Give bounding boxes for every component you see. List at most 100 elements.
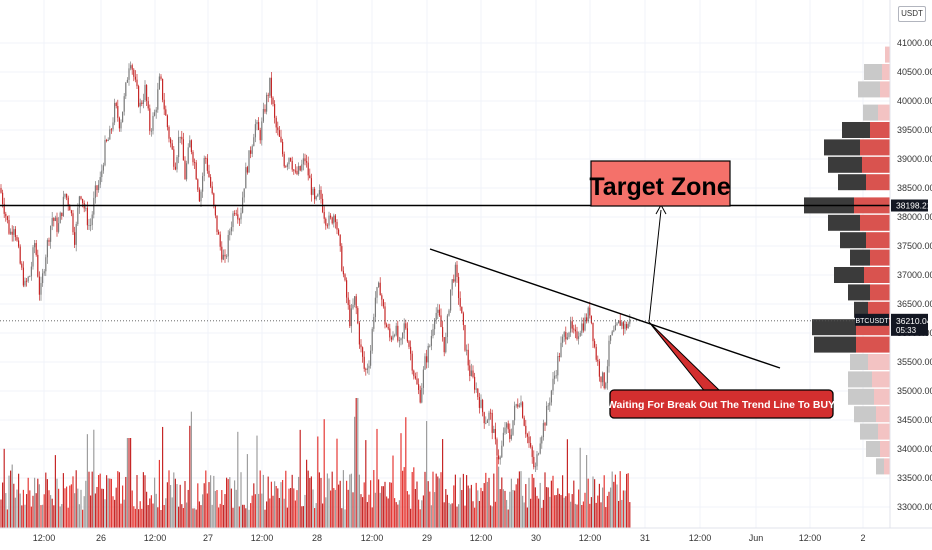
- candle-body: [586, 317, 588, 322]
- candle-body: [54, 217, 56, 221]
- candle-body: [550, 390, 552, 403]
- volume-bar: [203, 483, 205, 528]
- candle-body: [528, 436, 530, 444]
- volume-bar: [275, 485, 277, 528]
- candle-body: [22, 267, 24, 286]
- candle-body: [629, 319, 631, 324]
- candle-body: [614, 324, 616, 331]
- candle-body: [51, 218, 53, 227]
- volume-bar: [486, 481, 488, 528]
- candle-body: [355, 296, 357, 309]
- volume-bar: [242, 504, 244, 528]
- volume-bar: [317, 436, 319, 528]
- volume-bar: [379, 492, 381, 528]
- candle-body: [120, 122, 122, 129]
- volume-bar: [515, 484, 517, 528]
- candle-body: [445, 337, 447, 353]
- volume-bar: [86, 434, 88, 528]
- volume-bar: [467, 485, 469, 528]
- candle-body: [130, 65, 132, 69]
- candle-body: [144, 85, 146, 101]
- candle-body: [509, 429, 511, 439]
- candle-body: [32, 247, 34, 267]
- volume-bar: [144, 475, 146, 528]
- candle-body: [315, 196, 317, 200]
- candle-body: [566, 337, 568, 340]
- candle-body: [562, 336, 564, 343]
- candle-body: [248, 150, 250, 173]
- candle-body: [162, 78, 164, 100]
- volume-bar: [69, 485, 71, 528]
- candle-body: [309, 175, 311, 179]
- candle-body: [474, 376, 476, 390]
- volume-bar: [618, 500, 620, 528]
- candle-body: [302, 158, 304, 165]
- volume-bar: [384, 481, 386, 528]
- candle-body: [138, 86, 140, 107]
- volume-bar: [400, 433, 402, 528]
- volume-bar: [93, 429, 95, 528]
- volume-bar: [570, 501, 572, 528]
- candle-body: [205, 158, 207, 159]
- volume-bar: [525, 484, 527, 528]
- volume-bar: [322, 503, 324, 528]
- volume-bar: [29, 490, 31, 528]
- volume-bar: [309, 477, 311, 528]
- candle-body: [504, 427, 506, 433]
- candle-body: [466, 349, 468, 351]
- volume-bar: [598, 483, 600, 528]
- candle-body: [622, 322, 624, 329]
- volume-bar: [248, 509, 250, 528]
- candle-body: [214, 205, 216, 216]
- candle-body: [539, 443, 541, 454]
- volume-bar: [571, 494, 573, 528]
- volume-bar: [118, 472, 120, 528]
- volume-bar: [133, 506, 135, 528]
- volume-bar: [125, 476, 127, 528]
- volume-bar: [101, 488, 103, 528]
- volume-bar: [253, 483, 255, 528]
- volume-bar: [579, 447, 581, 528]
- price-axis[interactable]: 33000.00 33500.00 34000.00 34500.00 35000.00…: [889, 0, 932, 528]
- volume-bar: [139, 501, 141, 528]
- candle-body: [90, 225, 92, 226]
- current-price-label: 36210.04: [896, 316, 932, 326]
- volume-bar: [302, 506, 304, 528]
- volume-bar: [270, 481, 272, 528]
- volume-bar: [406, 491, 408, 528]
- volume-bar: [528, 477, 530, 528]
- volume-bar: [214, 491, 216, 528]
- volume-bar: [147, 505, 149, 528]
- volume-bar: [283, 498, 285, 528]
- time-axis[interactable]: 12:00 26 12:00 27 12:00 28 12:00 29 12:00 30 12:00…: [0, 527, 932, 543]
- volume-bar: [538, 498, 540, 528]
- candle-body: [267, 94, 269, 96]
- candle-body: [373, 317, 375, 329]
- volume-bar: [557, 488, 559, 528]
- currency-unit-label[interactable]: USDT: [898, 6, 926, 22]
- volume-bar: [331, 471, 333, 528]
- candle-body: [229, 231, 231, 236]
- volume-bar: [46, 479, 48, 528]
- volume-bar: [272, 495, 274, 528]
- candle-body: [296, 170, 298, 175]
- candle-body: [526, 434, 528, 437]
- volume-bar: [30, 506, 32, 528]
- candle-body: [339, 234, 341, 247]
- volume-bar: [229, 477, 231, 528]
- candle-body: [189, 140, 191, 148]
- candle-body: [554, 375, 556, 379]
- candle-body: [485, 422, 487, 424]
- volume-bar: [82, 509, 84, 528]
- candle-body: [333, 215, 335, 224]
- volume-bar: [98, 475, 100, 528]
- candle-body: [483, 412, 485, 424]
- volume-profile-buy-segment: [876, 406, 890, 423]
- candle-body: [307, 162, 309, 176]
- candle-body: [173, 149, 175, 167]
- candle-body: [134, 76, 136, 80]
- volume-bar: [517, 478, 519, 528]
- candle-body: [486, 420, 488, 423]
